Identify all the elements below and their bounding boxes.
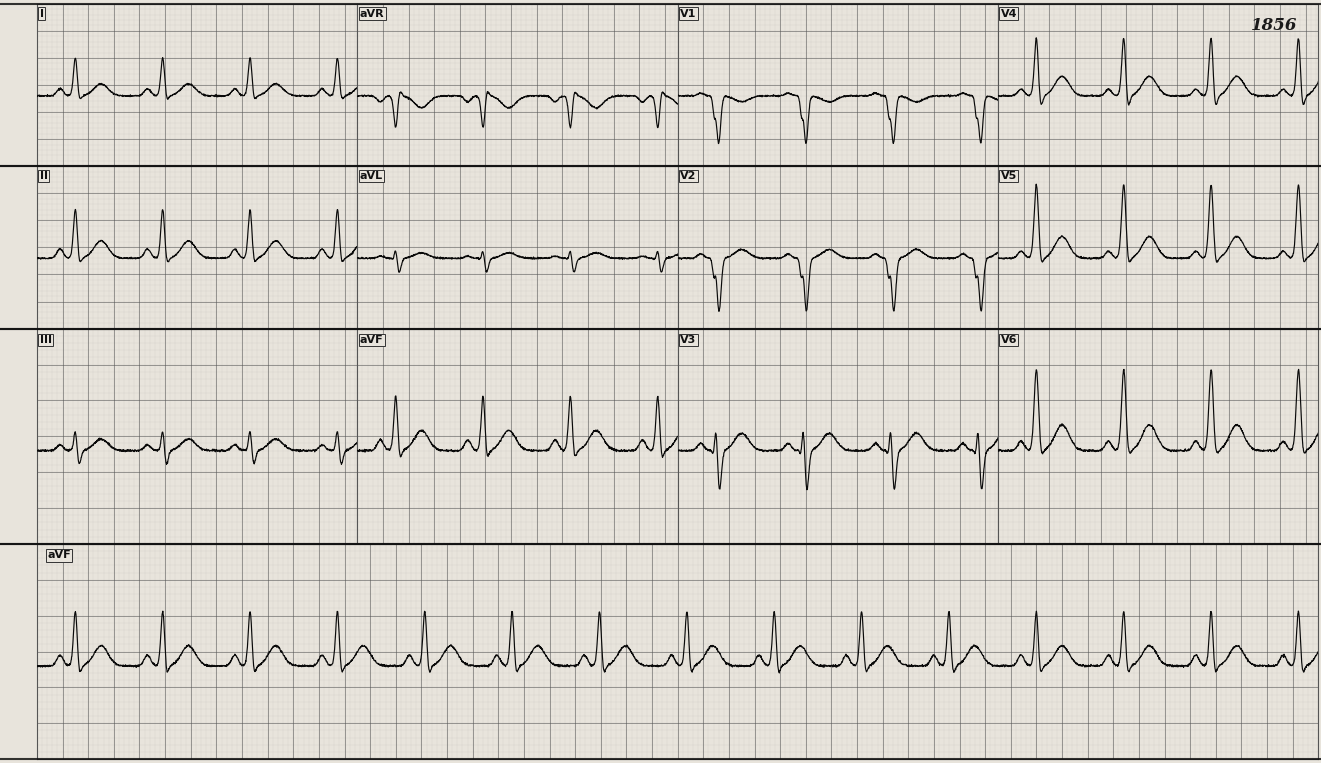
Text: I: I [40,8,44,18]
Text: V2: V2 [680,171,696,181]
Text: V5: V5 [1000,171,1017,181]
Text: V6: V6 [1000,335,1017,345]
Text: aVR: aVR [359,8,384,18]
Text: V3: V3 [680,335,696,345]
Text: aVF: aVF [359,335,383,345]
Text: aVF: aVF [48,550,71,560]
Text: III: III [40,335,52,345]
Text: II: II [40,171,48,181]
Text: aVL: aVL [359,171,383,181]
Text: V1: V1 [680,8,696,18]
Text: V4: V4 [1000,8,1017,18]
Text: 1856: 1856 [1251,17,1297,34]
